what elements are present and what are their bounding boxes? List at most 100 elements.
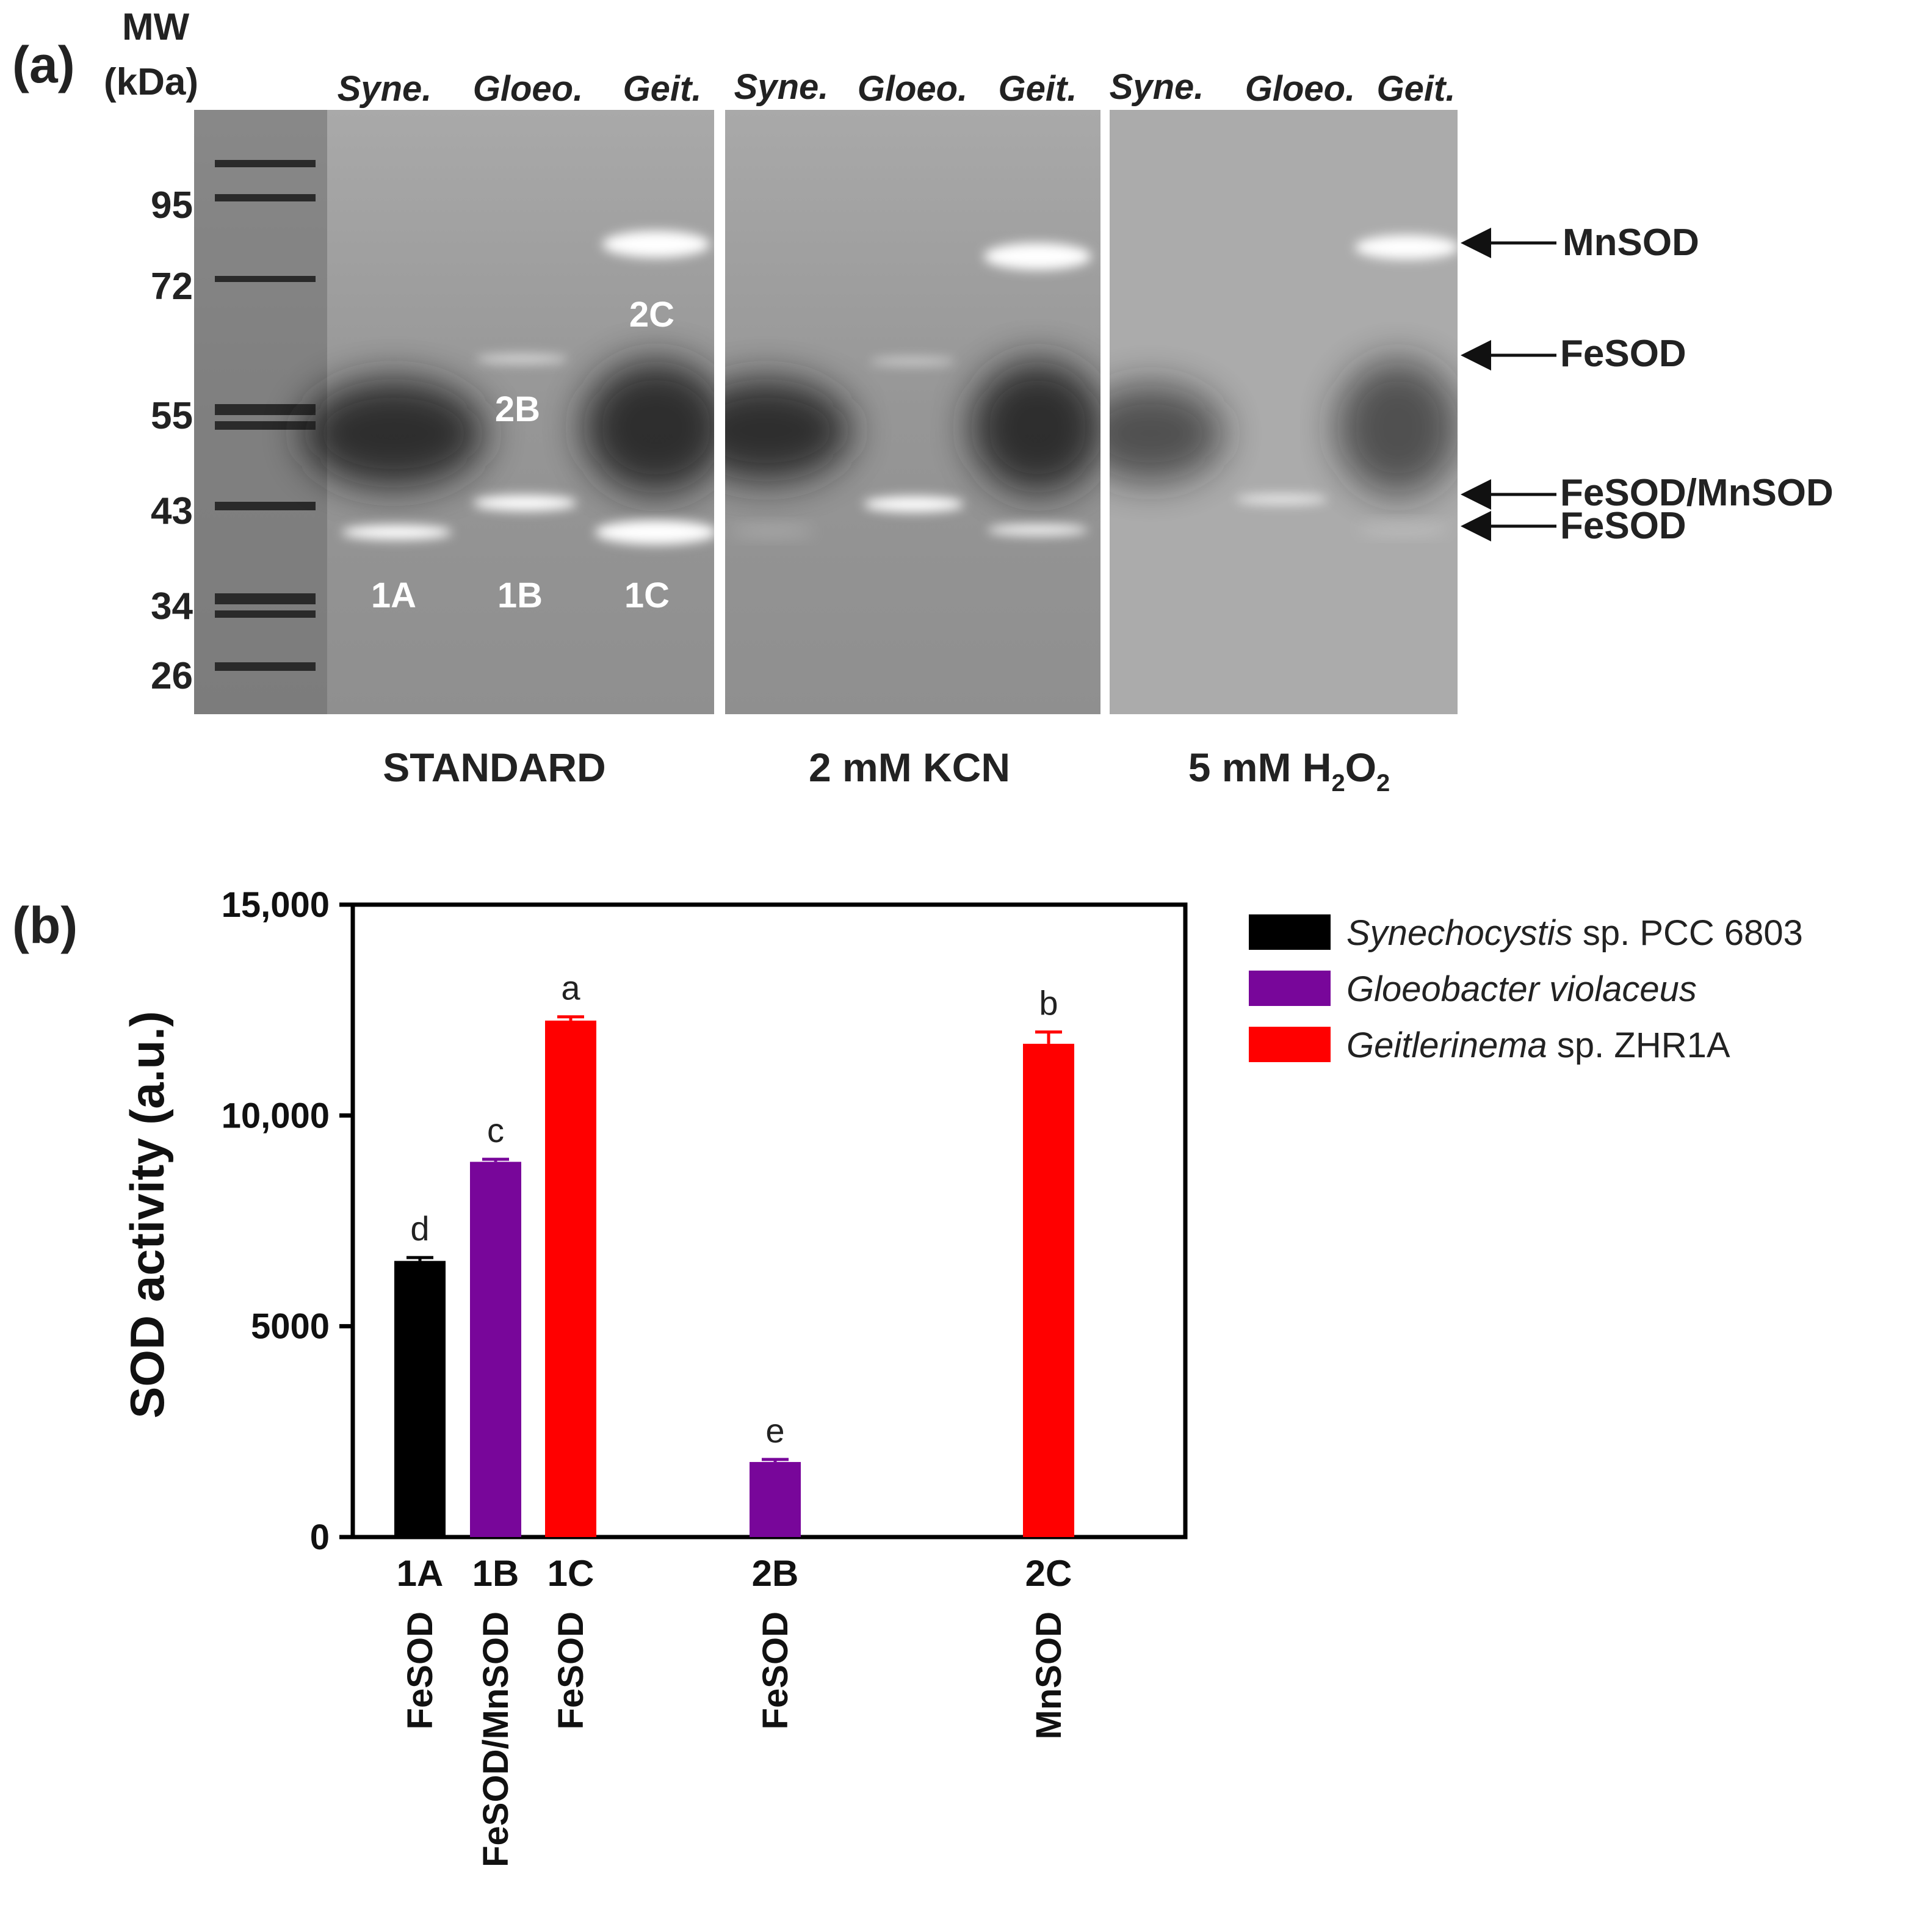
band-kcn-gloeo-upper (870, 357, 955, 366)
legend-swatch (1249, 1027, 1331, 1062)
legend-label: Geitlerinema sp. ZHR1A (1346, 1026, 1730, 1065)
significance-letter: e (765, 1411, 784, 1450)
mw-label-95: 95 (151, 184, 193, 226)
band-label-2C: 2C (629, 295, 674, 335)
lane-headers: Syne. Gloeo. Geit. Syne. Gloeo. Geit. Sy… (338, 67, 1456, 109)
y-axis: 0 5000 10,000 15,000 (222, 885, 353, 1557)
legend-swatch (1249, 914, 1331, 950)
band-kcn-syne (729, 527, 815, 535)
y-axis-title: SOD activity (a.u.) (120, 1011, 174, 1419)
lane-header-syne-standard: Syne. (338, 69, 432, 109)
band-label-1C: 1C (624, 576, 670, 615)
band-label-1B: 1B (497, 576, 543, 615)
dark-smear (583, 360, 714, 494)
ladder-band (215, 593, 316, 604)
significance-letter: b (1039, 984, 1058, 1022)
ladder-band (215, 662, 316, 671)
y-tick-label: 5000 (251, 1307, 330, 1347)
arrow-label-fesod-upper: FeSOD (1560, 333, 1686, 375)
gel-dark-regions (302, 360, 1458, 494)
significance-letter: a (561, 969, 580, 1007)
mw-header-line1: MW (122, 6, 190, 48)
band-h2o2-gloeo-mid (1236, 494, 1328, 505)
band-kcn-gloeo-mid (864, 496, 964, 512)
mw-label-72: 72 (151, 266, 193, 308)
dark-smear (725, 378, 851, 482)
legend-label: Synechocystis sp. PCC 6803 (1346, 913, 1803, 953)
condition-standard: STANDARD (383, 745, 605, 790)
legend-swatch (1249, 971, 1331, 1006)
band-1B (473, 495, 577, 511)
band-h2o2-geit-upper (1355, 235, 1459, 259)
x-axis-labels: 1A FeSOD 1B FeSOD/MnSOD 1C FeSOD 2B FeSOD 2C MnSO… (397, 1553, 1072, 1867)
band-kcn-geit-upper (984, 243, 1091, 270)
band-label-2B: 2B (495, 389, 540, 429)
bars (394, 1020, 1074, 1537)
x-sublabel: MnSOD (1029, 1612, 1069, 1739)
ladder-band (215, 610, 316, 618)
band-h2o2-geit-lower (1358, 525, 1450, 532)
mw-header-line2: (kDa) (104, 61, 198, 103)
condition-kcn: 2 mM KCN (809, 745, 1010, 790)
lane-header-geit-h2o2: Geit. (1377, 69, 1456, 109)
legend-label-rest: sp. ZHR1A (1547, 1026, 1730, 1065)
ladder-band (215, 421, 316, 430)
ladder-band (215, 194, 316, 201)
legend-label-italic: Gloeobacter violaceus (1346, 969, 1697, 1009)
activity-bands (342, 231, 1459, 545)
mw-label-43: 43 (151, 490, 193, 532)
legend-label: Gloeobacter violaceus (1346, 969, 1697, 1009)
lane-header-gloeo-kcn: Gloeo. (858, 69, 967, 109)
legend-label-italic: Geitlerinema (1346, 1026, 1547, 1065)
dark-smear (1110, 385, 1224, 482)
mw-label-55: 55 (151, 395, 193, 437)
x-sublabel: FeSOD (400, 1612, 440, 1729)
lane-header-syne-kcn: Syne. (734, 67, 829, 107)
y-tick-label: 10,000 (222, 1096, 330, 1135)
arrow-label-fesod-mnsod: FeSOD/MnSOD (1560, 472, 1834, 514)
panel-b-label: (b) (12, 897, 78, 954)
legend-label-italic: Synechocystis (1346, 913, 1573, 953)
gel-image (194, 110, 1459, 714)
dark-smear (970, 360, 1100, 494)
bar-1A (394, 1261, 446, 1537)
ladder-band (215, 502, 316, 510)
mw-label-34: 34 (151, 585, 193, 628)
condition-labels: STANDARD 2 mM KCN 5 mM H2O2 (383, 745, 1390, 797)
sod-activity-chart: 0 5000 10,000 15,000 d c a e b 1A FeSOD 1B FeSOD/M… (120, 885, 1188, 1867)
band-arrows (1461, 228, 1556, 541)
band-kcn-geit-lower (988, 524, 1088, 536)
significance-letter: d (410, 1209, 429, 1248)
error-bars (407, 1015, 1062, 1463)
bar-1B (470, 1162, 521, 1537)
mw-label-26: 26 (151, 655, 193, 697)
band-1A (342, 525, 452, 540)
band-labels: 2C 2B 1A 1B 1C (371, 295, 674, 615)
x-sublabel: FeSOD (756, 1612, 795, 1729)
lane-header-geit-standard: Geit. (623, 69, 702, 109)
bar-2B (750, 1462, 801, 1537)
x-sublabel: FeSOD (551, 1612, 591, 1729)
band-label-1A: 1A (371, 576, 416, 615)
arrow-label-fesod-lower: FeSOD (1560, 505, 1686, 547)
significance-letter: c (487, 1111, 504, 1149)
band-2C (602, 231, 710, 258)
x-tick-label: 1B (472, 1553, 519, 1594)
dark-smear (1337, 360, 1458, 494)
ladder-band (215, 404, 316, 415)
x-sublabel: FeSOD/MnSOD (476, 1612, 516, 1867)
lane-header-gloeo-h2o2: Gloeo. (1245, 69, 1355, 109)
y-tick-label: 0 (310, 1518, 330, 1557)
x-tick-label: 1C (547, 1553, 594, 1594)
band-1C (595, 520, 717, 545)
x-tick-label: 2C (1025, 1553, 1072, 1594)
arrow-labels: MnSOD FeSOD FeSOD/MnSOD FeSOD (1560, 222, 1834, 547)
marker-ladder (215, 160, 316, 671)
condition-h2o2: 5 mM H2O2 (1188, 745, 1390, 797)
x-tick-label: 2B (752, 1553, 799, 1594)
band-2B (476, 354, 568, 364)
bar-1C (545, 1020, 596, 1537)
panel-a-label: (a) (12, 36, 75, 93)
y-tick-label: 15,000 (222, 885, 330, 925)
